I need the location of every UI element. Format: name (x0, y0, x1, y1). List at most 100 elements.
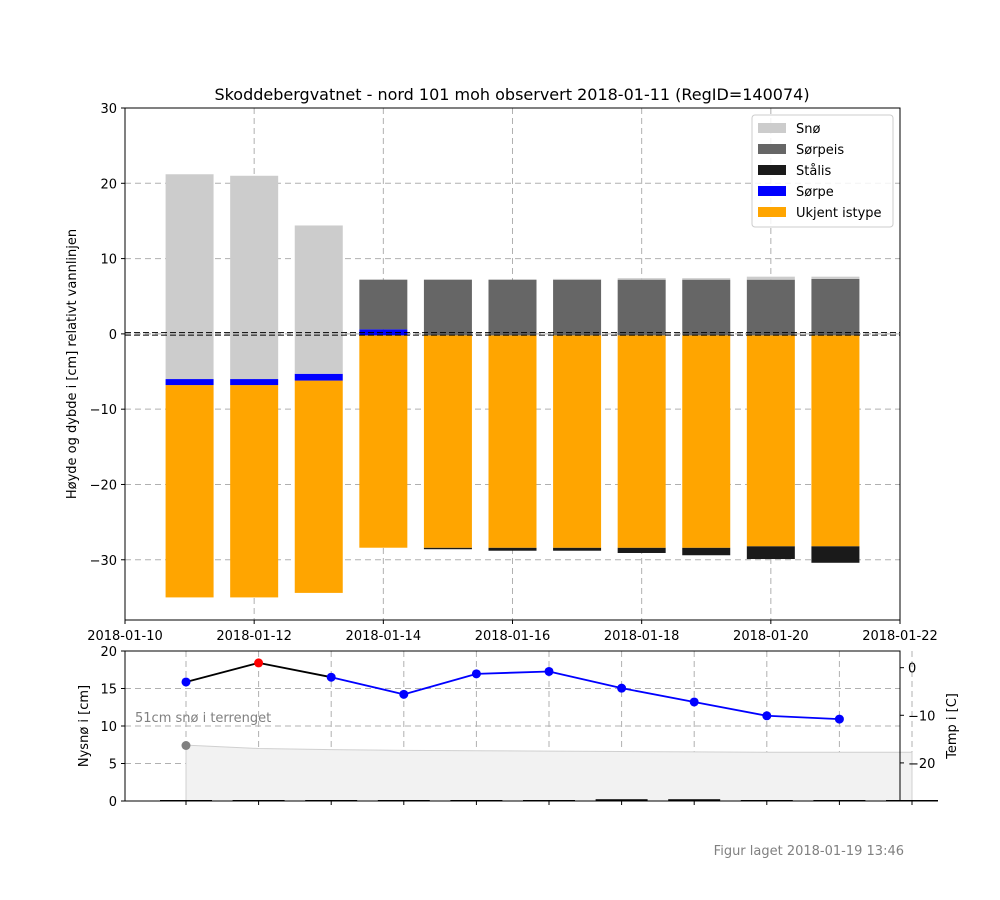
legend-swatch (758, 186, 786, 196)
legend-label: Stålis (796, 164, 832, 179)
bar-segment (553, 335, 602, 548)
bottom-y-axis-right-label: Temp i [C] (945, 693, 960, 760)
bar-segment (617, 278, 666, 280)
legend-box (751, 114, 894, 228)
bar-segment (553, 279, 602, 336)
legend-label: Sørpeis (796, 143, 844, 158)
bottom-snow-area (160, 741, 938, 802)
y-tick-label: −30 (90, 554, 117, 569)
bar-segment (617, 547, 666, 553)
snow-depth-area (185, 744, 913, 802)
y-tick-label: −10 (90, 403, 117, 418)
bar-segment (746, 546, 795, 560)
temperature-segment (621, 687, 695, 703)
y-tick-label: 0 (109, 328, 117, 343)
x-tick-label: 2018-01-22 (862, 629, 938, 644)
bar-segment (488, 547, 537, 551)
bar-segment (617, 279, 666, 336)
snow-depth-marker (181, 741, 191, 750)
bottom-series (181, 658, 844, 724)
temperature-segment (403, 672, 477, 696)
legend-swatch (758, 144, 786, 154)
y-tick-label: 20 (100, 645, 117, 660)
bar-segment (811, 335, 860, 547)
bar-segment (682, 335, 731, 548)
y-tick-label: 30 (100, 102, 117, 117)
temperature-point (544, 666, 554, 676)
x-tick-label: 2018-01-10 (87, 629, 163, 644)
y-tick-label: 5 (109, 758, 117, 773)
bar-segment (488, 335, 537, 548)
temperature-point (399, 689, 409, 699)
temperature-segment (330, 676, 405, 696)
y-tick-label: 0 (109, 795, 117, 810)
temperature-segment (694, 701, 767, 717)
x-tick-label: 2018-01-18 (604, 629, 680, 644)
bar-segment (488, 279, 537, 336)
legend-swatch (758, 165, 786, 175)
bar-segment (811, 546, 860, 563)
waterline (125, 332, 900, 336)
bar-segment (359, 335, 408, 548)
bar-segment (811, 276, 860, 279)
new-snow-bar (595, 799, 648, 801)
bar-segment (423, 335, 472, 548)
bar-segment (165, 385, 214, 598)
bar-segment (746, 279, 795, 336)
bottom-y-axis-label: Nysnø i [cm] (77, 685, 92, 767)
bar-segment (746, 335, 795, 547)
temperature-point (834, 714, 844, 724)
y-tick-label: 10 (100, 253, 117, 268)
bar-segment (165, 379, 214, 386)
bar-segment (682, 278, 731, 280)
temperature-segment (185, 662, 259, 683)
y-tick-label: 10 (100, 720, 117, 735)
bottom-y-axis: 0 5 10 15 20 (100, 645, 125, 810)
bar-segment (359, 279, 408, 330)
temperature-point (762, 711, 772, 721)
bar-segment (230, 379, 279, 386)
temperature-point (617, 683, 627, 693)
legend-label: Ukjent istype (796, 206, 882, 221)
legend: Snø Sørpeis Stålis Sørpe Ukjent istype (751, 114, 894, 228)
x-tick-label: 2018-01-20 (733, 629, 809, 644)
bar-segment (682, 279, 731, 336)
temperature-point (181, 677, 191, 687)
bottom-y-axis-right: 0 −10 −20 (900, 662, 935, 772)
chart-title: Skoddebergvatnet - nord 101 moh observer… (214, 85, 809, 104)
y-tick-right-label: 0 (908, 662, 916, 677)
legend-swatch (758, 207, 786, 217)
temperature-point (689, 697, 699, 707)
temperature-point (326, 672, 336, 682)
legend-label: Sørpe (796, 185, 834, 200)
bar-segment (359, 329, 408, 336)
bar-segment (165, 174, 214, 380)
y-tick-label: 15 (100, 683, 117, 698)
x-tick-label: 2018-01-14 (346, 629, 422, 644)
bar-segment (553, 278, 602, 280)
bar-segment (294, 380, 343, 593)
new-snow-bar (886, 800, 938, 802)
x-tick-label: 2018-01-12 (216, 629, 292, 644)
bar-segment (423, 279, 472, 336)
top-x-axis: 2018-01-10 2018-01-12 2018-01-14 2018-01-16… (87, 620, 938, 644)
y-tick-label: −20 (90, 478, 117, 493)
temperature-segment (766, 714, 840, 720)
legend-label: Snø (796, 122, 820, 137)
snow-annotation: 51cm snø i terrenget (135, 711, 271, 726)
temperature-point (471, 669, 481, 679)
bar-segment (746, 276, 795, 280)
top-y-axis-label: Høyde og dybde i [cm] relativt vannlinje… (65, 229, 80, 499)
bar-segment (811, 278, 860, 336)
y-tick-right-label: −10 (908, 709, 935, 724)
y-tick-right-label: −20 (908, 757, 935, 772)
top-y-axis: −30 −20 −10 0 10 20 30 (90, 102, 125, 569)
y-tick-label: 20 (100, 177, 117, 192)
temperature-segment (476, 670, 550, 675)
temperature-point (254, 658, 264, 668)
bar-segment (294, 225, 343, 374)
temperature-segment (548, 670, 622, 690)
bar-segment (230, 385, 279, 598)
bar-segment (553, 547, 602, 551)
